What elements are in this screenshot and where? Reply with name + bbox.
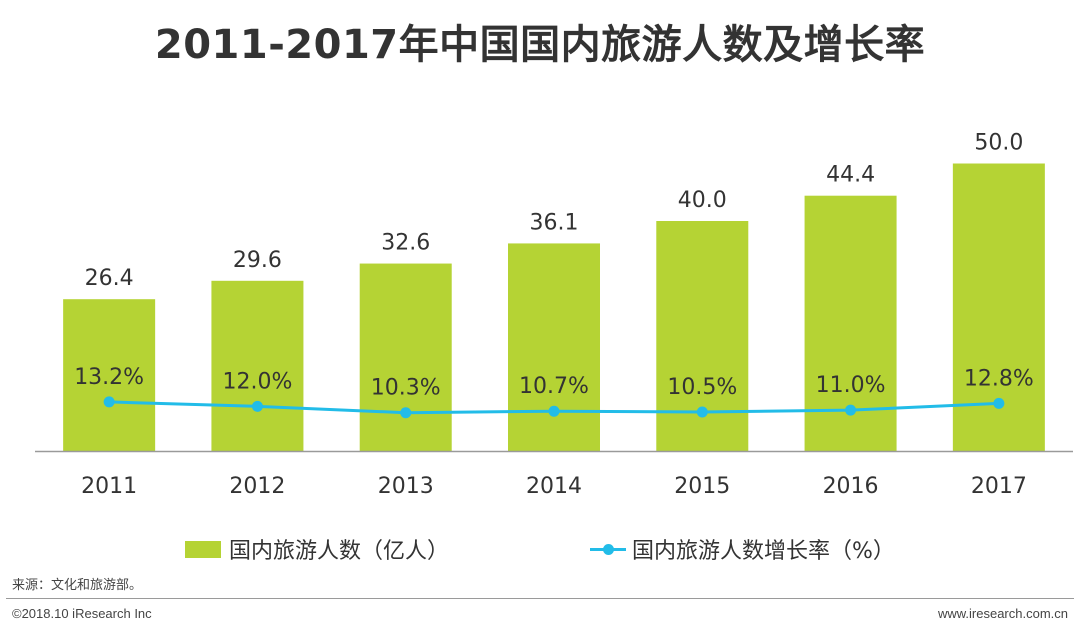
bar-label-2014: 36.1	[530, 210, 579, 235]
legend-label-growth: 国内旅游人数增长率（%）	[632, 539, 895, 564]
growth-label-2015: 10.5%	[667, 375, 737, 400]
legend-swatch-bar	[185, 540, 221, 558]
x-tick-label-2012: 2012	[229, 474, 285, 499]
bar-label-2015: 40.0	[678, 188, 727, 213]
growth-point-2012	[251, 400, 263, 412]
website-text: www.iresearch.com.cn	[937, 606, 1068, 621]
bar-label-2013: 32.6	[381, 231, 430, 256]
source-note: 来源：文化和旅游部。	[12, 578, 143, 593]
footer-divider	[6, 598, 1074, 599]
growth-point-2013	[400, 407, 412, 419]
growth-point-2016	[845, 404, 857, 416]
x-tick-label-2015: 2015	[674, 474, 730, 499]
legend-item-growth: 国内旅游人数增长率（%）	[590, 534, 895, 564]
bar-label-2017: 50.0	[974, 131, 1023, 156]
bar-label-2012: 29.6	[233, 248, 282, 273]
x-tick-label-2016: 2016	[823, 474, 879, 499]
chart-title: 2011-2017年中国国内旅游人数及增长率	[154, 22, 926, 68]
growth-point-2017	[993, 397, 1005, 409]
bar-2013	[359, 263, 452, 451]
bar-2014	[508, 243, 600, 451]
x-tick-label-2014: 2014	[526, 474, 582, 499]
chart-legend: 国内旅游人数（亿人） 国内旅游人数增长率（%）	[0, 534, 1080, 564]
x-tick-label-2017: 2017	[971, 474, 1027, 499]
growth-label-2016: 11.0%	[816, 373, 886, 398]
chart-area: 26.4 29.6 32.6 36.1 40.0 44.4 50.0 2011 2012 2013…	[35, 131, 1073, 499]
copyright-text: ©2018.10 iResearch Inc	[12, 606, 152, 621]
legend-line-marker	[603, 543, 614, 555]
bar-2011	[63, 299, 156, 451]
growth-label-2013: 10.3%	[371, 376, 441, 401]
growth-point-2011	[103, 396, 115, 408]
x-tick-label-2011: 2011	[81, 474, 137, 499]
bar-label-2016: 44.4	[826, 163, 875, 188]
growth-label-2012: 12.0%	[222, 369, 292, 394]
growth-point-2014	[548, 405, 560, 417]
bar-2012	[211, 280, 304, 451]
bar-label-2011: 26.4	[85, 266, 134, 291]
growth-label-2017: 12.8%	[964, 366, 1034, 391]
legend-label-visitors: 国内旅游人数（亿人）	[229, 539, 450, 564]
x-tick-label-2013: 2013	[378, 474, 434, 499]
growth-label-2011: 13.2%	[74, 365, 144, 390]
legend-swatch-line	[590, 541, 626, 558]
legend-item-visitors: 国内旅游人数（亿人）	[185, 534, 449, 564]
growth-label-2014: 10.7%	[519, 374, 589, 399]
growth-point-2015	[696, 406, 708, 418]
